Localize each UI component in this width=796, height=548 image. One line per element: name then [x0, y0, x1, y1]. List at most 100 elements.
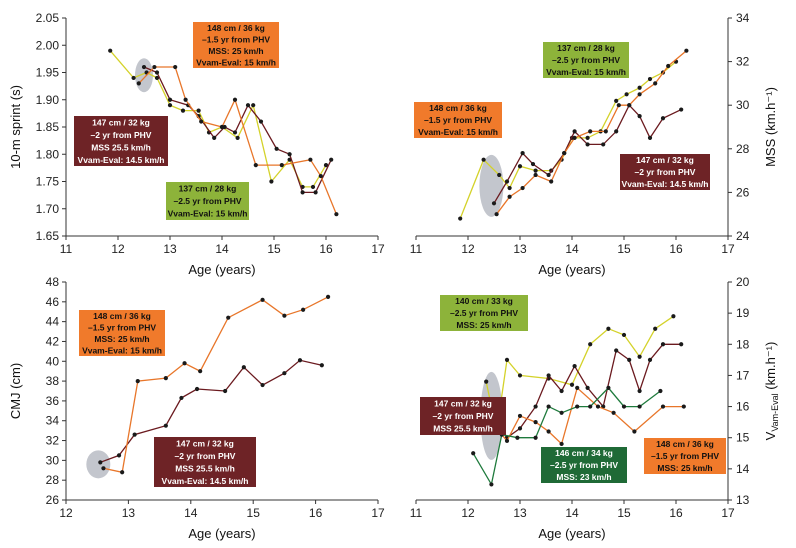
data-point-orange [632, 429, 637, 434]
data-point-maroon [546, 172, 551, 178]
data-point-yellow [533, 168, 538, 173]
x-tick-label: 16 [319, 242, 333, 256]
data-point-yellow [167, 103, 173, 108]
y-tick-label: 24 [736, 229, 750, 243]
data-point-green [533, 435, 538, 440]
annotation-line: MSS: 25 km/h [94, 334, 149, 344]
data-point-maroon [163, 423, 168, 428]
y-tick-label: 16 [736, 400, 750, 414]
data-point-maroon [559, 388, 564, 394]
annotation-background [543, 42, 629, 78]
annotation-line: Vvam-Eval: 15 km/h [418, 127, 498, 137]
data-point-maroon [179, 395, 184, 401]
x-tick-label: 15 [617, 506, 631, 520]
data-point-orange [546, 429, 551, 434]
data-point-maroon [504, 179, 510, 184]
data-point-green [546, 404, 551, 409]
data-point-orange [653, 81, 658, 86]
annotation-background [620, 154, 710, 190]
annotation-line: 147 cm / 32 kg [176, 438, 234, 448]
x-tick-label: 12 [111, 242, 125, 256]
y-tick-label: 40 [46, 354, 60, 368]
data-point-maroon [258, 119, 264, 124]
data-point-maroon [660, 116, 666, 121]
data-point-yellow [235, 135, 240, 140]
data-point-maroon [533, 404, 538, 409]
x-tick-label: 14 [565, 506, 579, 520]
y-tick-label: 32 [46, 434, 60, 448]
data-point-maroon [260, 382, 265, 388]
y-tick-label: 32 [736, 55, 750, 69]
x-tick-label: 13 [163, 242, 177, 256]
data-point-green [559, 410, 564, 415]
data-point-yellow [507, 185, 512, 191]
annotation-background [154, 437, 256, 487]
data-point-maroon [223, 388, 228, 394]
data-point-yellow [517, 373, 523, 378]
highlight-ellipse [479, 154, 504, 217]
data-point-maroon [601, 142, 606, 147]
data-point-orange [562, 151, 567, 156]
data-point-yellow [637, 354, 642, 359]
data-point-orange [572, 135, 577, 140]
series-line-orange [496, 386, 684, 446]
y-tick-label: 20 [736, 275, 750, 289]
data-point-maroon [614, 129, 619, 134]
annotation-box: 140 cm / 33 kg –2.5 yr from PHV MSS: 25 km… [440, 295, 528, 331]
data-point-yellow [269, 179, 274, 184]
y-tick-label: 18 [736, 337, 750, 351]
x-tick-label: 12 [461, 242, 475, 256]
data-point-orange [533, 420, 538, 425]
data-point-orange [559, 441, 564, 447]
x-tick-label: 12 [461, 506, 475, 520]
y-tick-label: 2.00 [36, 38, 60, 52]
data-point-yellow [481, 157, 486, 162]
annotation-background [414, 102, 502, 138]
data-point-yellow [131, 75, 136, 81]
annotation-line: –2.5 yr from PHV [552, 55, 620, 65]
data-point-yellow [588, 342, 593, 347]
data-point-yellow [458, 216, 463, 221]
annotation-line: 147 cm / 32 kg [92, 117, 150, 127]
data-point-orange [603, 129, 608, 134]
x-tick-label: 15 [617, 242, 631, 256]
y-axis-title: 10-m sprint (s) [8, 85, 23, 169]
data-point-orange [173, 64, 178, 70]
x-tick-label: 17 [721, 242, 735, 256]
data-point-orange [507, 194, 512, 199]
annotation-line: 147 cm / 32 kg [434, 398, 492, 408]
data-point-orange [595, 404, 601, 409]
x-axis-title: Age (years) [538, 526, 605, 541]
annotation-line: –2.5 yr from PHV [173, 196, 241, 206]
y-tick-label: 46 [46, 295, 60, 309]
data-point-maroon [282, 371, 287, 376]
x-tick-label: 11 [410, 506, 423, 520]
data-point-yellow [671, 314, 676, 319]
data-point-maroon [660, 342, 666, 347]
data-point-orange [279, 163, 284, 168]
data-point-maroon [647, 135, 653, 140]
data-point-yellow [504, 357, 510, 362]
annotation-line: 140 cm / 33 kg [455, 296, 513, 306]
data-point-orange [504, 438, 510, 443]
y-tick-label: 34 [736, 11, 750, 25]
annotation-box: 147 cm / 32 kg –2 yr from PHV Vvam-Eval: 1… [620, 154, 710, 190]
annotation-line: –2.5 yr from PHV [450, 308, 518, 318]
data-point-maroon [194, 386, 200, 392]
annotation-box: 147 cm / 32 kg –2 yr from PHV MSS 25.5 km/… [420, 397, 506, 435]
data-point-maroon [98, 460, 103, 465]
data-point-maroon [491, 201, 497, 206]
annotation-line: 137 cm / 28 kg [179, 183, 237, 193]
data-point-orange [660, 404, 666, 409]
y-axis-title: MSS (km.h⁻¹) [763, 87, 778, 167]
data-point-green [658, 388, 663, 394]
data-point-yellow [154, 75, 160, 81]
annotation-box: 147 cm / 32 kg –2 yr from PHV MSS 25.5 km/… [74, 116, 168, 166]
data-point-maroon [132, 432, 137, 437]
annotation-line: Vvam-Eval: 15 km/h [546, 67, 626, 77]
x-axis-title: Age (years) [538, 262, 605, 277]
data-point-green [489, 482, 494, 487]
x-tick-label: 17 [371, 242, 385, 256]
